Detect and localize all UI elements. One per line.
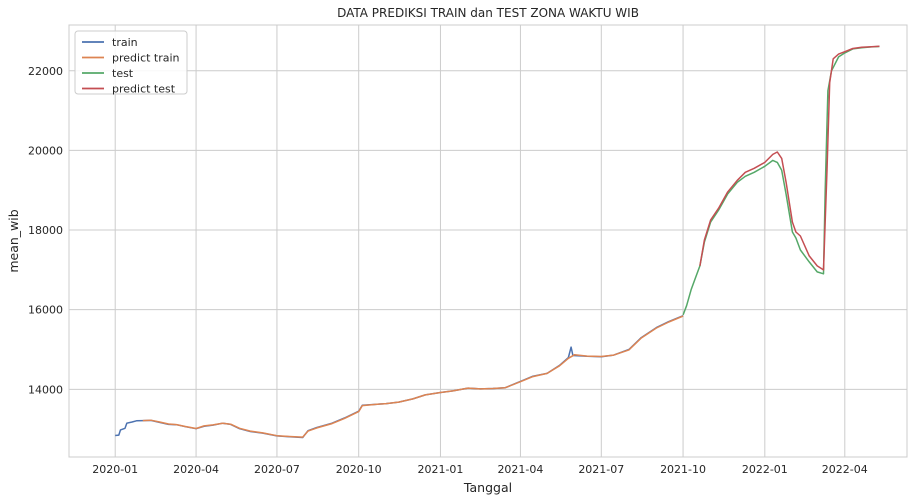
legend-label-train: train — [112, 36, 138, 49]
x-tick-label: 2020-01 — [92, 463, 138, 476]
x-axis-label: Tanggal — [463, 480, 512, 495]
x-tick-label: 2022-01 — [742, 463, 788, 476]
y-tick-label: 22000 — [28, 65, 63, 78]
x-tick-label: 2021-07 — [578, 463, 624, 476]
tick-labels: 2020-01 2020-04 2020-07 2020-10 2021-01 2021-… — [28, 65, 868, 476]
y-tick-label: 16000 — [28, 304, 63, 317]
y-tick-label: 14000 — [28, 383, 63, 396]
x-tick-label: 2020-10 — [336, 463, 382, 476]
plot-area — [68, 24, 908, 458]
x-tick-label: 2021-04 — [497, 463, 543, 476]
legend-label-predict-train: predict train — [112, 52, 180, 65]
series-line-predict-test — [699, 45, 880, 271]
y-tick-label: 20000 — [28, 144, 63, 157]
legend-box — [74, 30, 188, 95]
y-tick-label: 18000 — [28, 224, 63, 237]
grid-lines — [69, 25, 907, 457]
x-tick-label: 2020-07 — [254, 463, 300, 476]
x-tick-label: 2020-04 — [173, 463, 219, 476]
legend: train predict train test predict test — [74, 30, 188, 96]
legend-label-predict-test: predict test — [112, 83, 176, 96]
series-line-predict-train — [142, 315, 684, 438]
x-tick-label: 2021-10 — [660, 463, 706, 476]
y-axis-label: mean_wib — [6, 209, 21, 272]
chart-title: DATA PREDIKSI TRAIN dan TEST ZONA WAKTU … — [337, 6, 639, 20]
legend-label-test: test — [112, 67, 134, 80]
series-layer — [115, 45, 880, 439]
x-tick-label: 2022-04 — [822, 463, 868, 476]
x-tick-label: 2021-01 — [417, 463, 463, 476]
